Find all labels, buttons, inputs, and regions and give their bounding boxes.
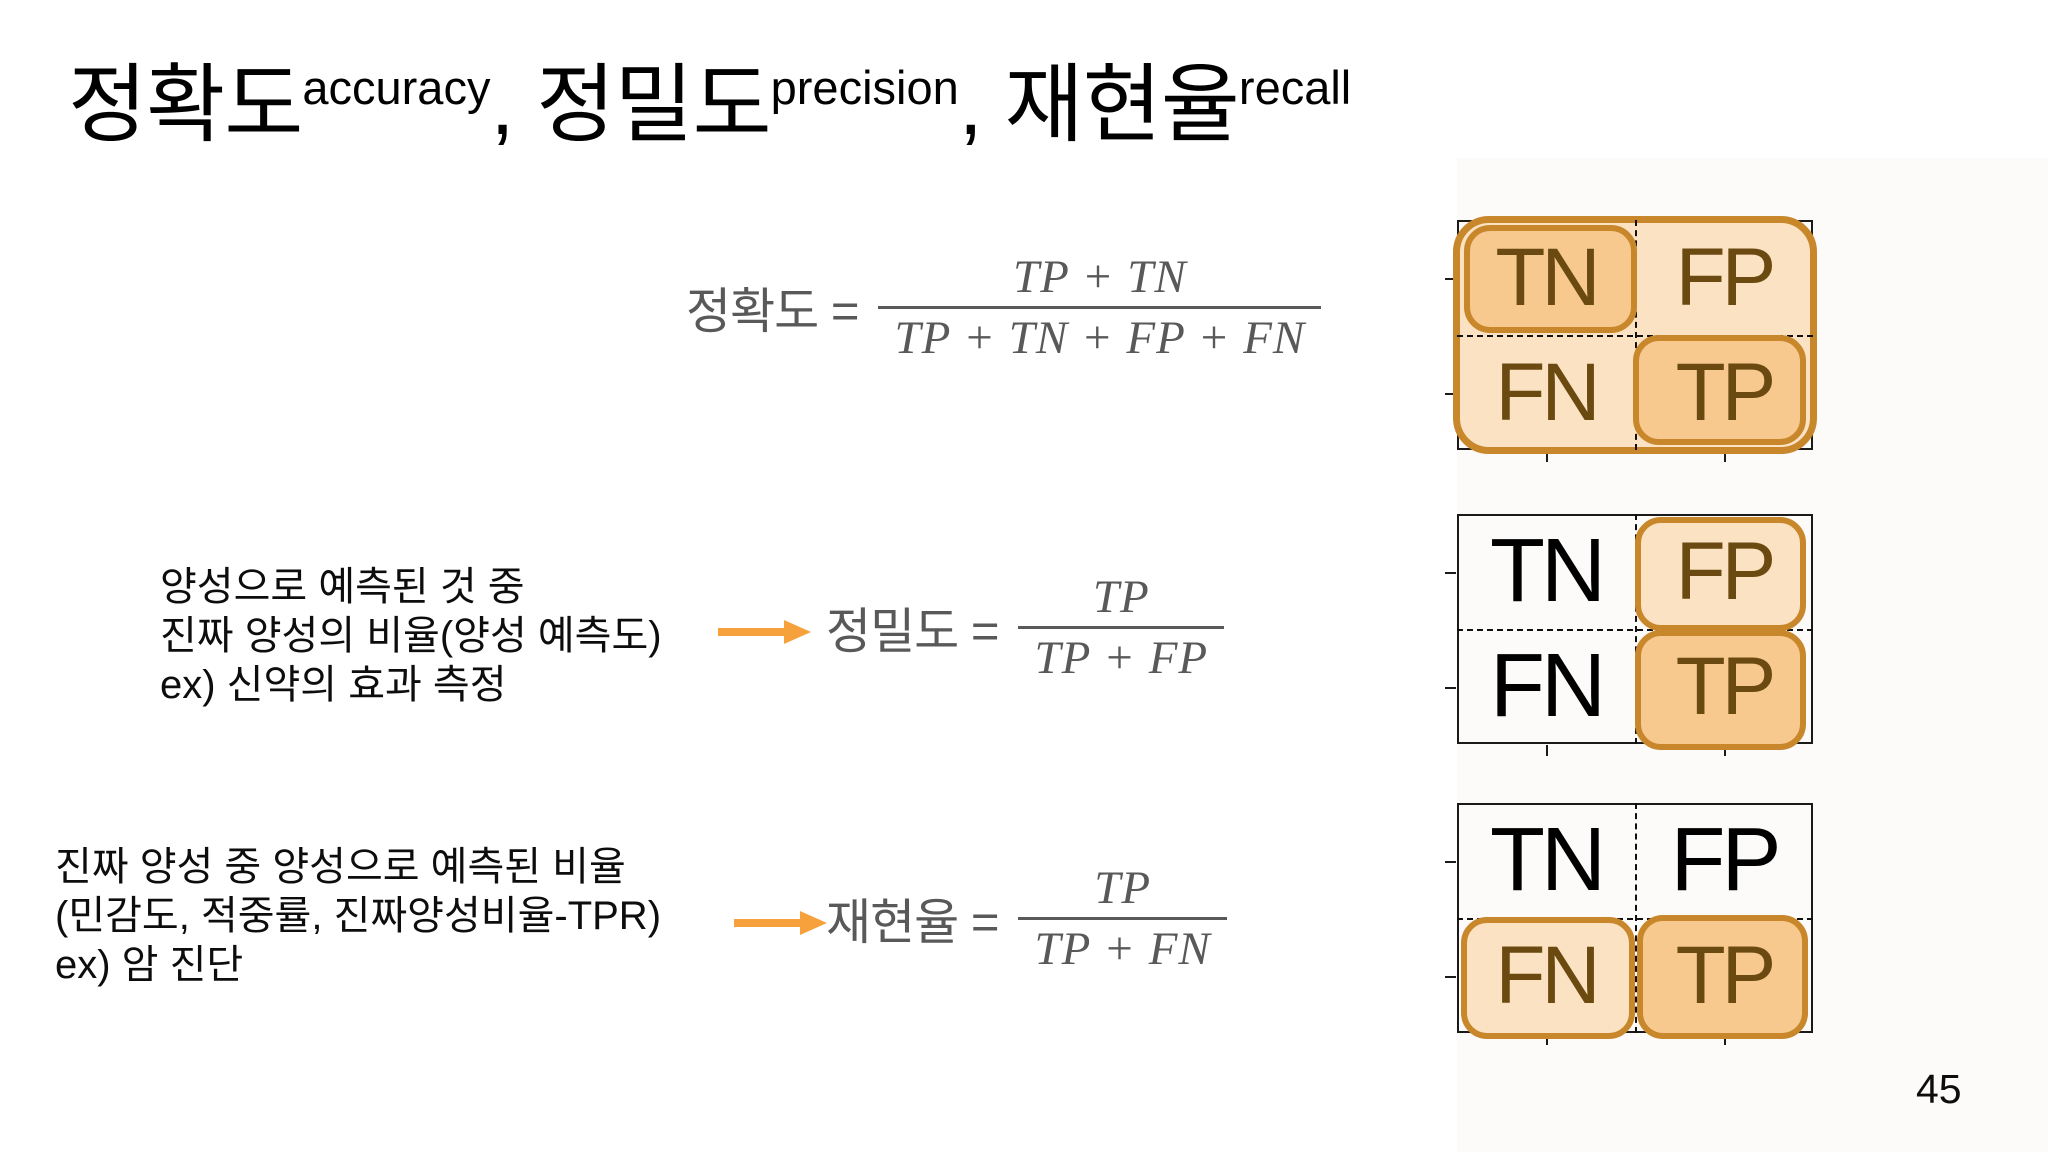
matrix-cell-fn: FN [1495, 929, 1600, 1021]
tick-mark [1546, 451, 1548, 462]
fraction: TP TP + FP [1018, 568, 1225, 687]
formula-recall: 재현율 = TP TP + FN [826, 859, 1227, 978]
formula-label: 재현율 = [826, 896, 999, 950]
confusion-matrix-recall: TN FP FN TP [1445, 803, 1813, 1045]
fraction-numerator: TP [1092, 571, 1150, 623]
fraction: TP + TN TP + TN + FP + FN [878, 248, 1322, 367]
tick-mark [1546, 745, 1548, 756]
title-term-en: precision [770, 61, 959, 114]
tick-mark [1445, 277, 1456, 280]
fraction-numerator: TP [1094, 862, 1152, 914]
matrix-cell-fn: FN [1495, 346, 1600, 438]
tick-mark [1724, 451, 1726, 462]
matrix-cell-fp: FP [1675, 525, 1777, 617]
title-term-en: recall [1238, 61, 1352, 114]
note-precision: 양성으로 예측된 것 중 진짜 양성의 비율(양성 예측도) ex) 신약의 효… [160, 563, 662, 711]
tick-mark [1445, 571, 1456, 574]
right-arrow-icon [734, 911, 827, 935]
matrix-cell-tp: TP [1675, 640, 1777, 732]
highlight-tp-cell [1635, 630, 1806, 750]
formula-accuracy: 정확도 = TP + TN TP + TN + FP + FN [686, 248, 1322, 367]
confusion-matrix-accuracy: TN FP FN TP [1445, 216, 1817, 462]
note-line: 진짜 양성의 비율(양성 예측도) [160, 614, 662, 659]
matrix-cell-tn: TN [1495, 231, 1600, 323]
note-line: 양성으로 예측된 것 중 [160, 565, 525, 609]
note-line: ex) 암 진단 [55, 943, 244, 988]
highlight-fp-cell [1635, 517, 1806, 632]
matrix-divider [1457, 918, 1813, 920]
note-line: 진짜 양성 중 양성으로 예측된 비율 [55, 845, 626, 889]
tick-mark [1546, 1034, 1548, 1045]
title-comma: , [958, 57, 983, 153]
right-arrow-icon [718, 620, 811, 644]
tick-mark [1445, 686, 1456, 689]
fraction-bar [1018, 917, 1227, 920]
highlight-fn-cell [1460, 916, 1635, 1039]
highlight-tp-cell [1633, 335, 1806, 446]
fraction-denominator: TP + FP [1034, 632, 1209, 684]
highlight-tn-cell [1464, 224, 1637, 333]
matrix-cell-fn: FN [1490, 636, 1606, 736]
matrix-cell-tn: TN [1490, 521, 1606, 621]
fraction-bar [1018, 626, 1225, 629]
tick-mark [1724, 1034, 1726, 1045]
title-term-ko: 재현율 [1004, 57, 1240, 153]
matrix-cell-tp: TP [1675, 929, 1777, 1021]
page-number: 45 [1916, 1066, 1962, 1112]
title-term-en: accuracy [302, 61, 491, 114]
fraction-numerator: TP + TN [1013, 251, 1187, 303]
matrix-cell-tn: TN [1490, 810, 1606, 910]
formula-label: 정밀도 = [826, 605, 999, 659]
matrix-divider [1457, 335, 1813, 337]
page-title: 정확도accuracy, 정밀도precision, 재현율recall [68, 34, 1351, 159]
fraction: TP TP + FN [1018, 859, 1227, 978]
matrix-cell-fp: FP [1675, 231, 1777, 323]
confusion-matrix-precision: TN FP FN TP [1445, 514, 1813, 756]
tick-mark [1724, 745, 1726, 756]
note-line: (민감도, 적중률, 진짜양성비율-TPR) [55, 894, 662, 939]
fraction-bar [878, 306, 1322, 309]
matrix-cell-fp: FP [1670, 810, 1781, 910]
title-term-ko: 정밀도 [536, 57, 771, 153]
tick-mark [1445, 975, 1456, 978]
matrix-divider [1457, 629, 1813, 631]
note-line: ex) 신약의 효과 측정 [160, 663, 507, 708]
fraction-denominator: TP + TN + FP + FN [894, 312, 1306, 364]
note-recall: 진짜 양성 중 양성으로 예측된 비율 (민감도, 적중률, 진짜양성비율-TP… [55, 843, 661, 991]
fraction-denominator: TP + FN [1034, 923, 1211, 975]
formula-precision: 정밀도 = TP TP + FP [826, 568, 1225, 687]
tick-mark [1445, 392, 1456, 395]
title-term-ko: 정확도 [68, 57, 303, 153]
matrix-cell-tp: TP [1675, 346, 1777, 438]
title-comma: , [490, 57, 514, 153]
formula-label: 정확도 = [686, 285, 859, 339]
tick-mark [1445, 860, 1456, 863]
highlight-tp-cell [1636, 914, 1808, 1039]
